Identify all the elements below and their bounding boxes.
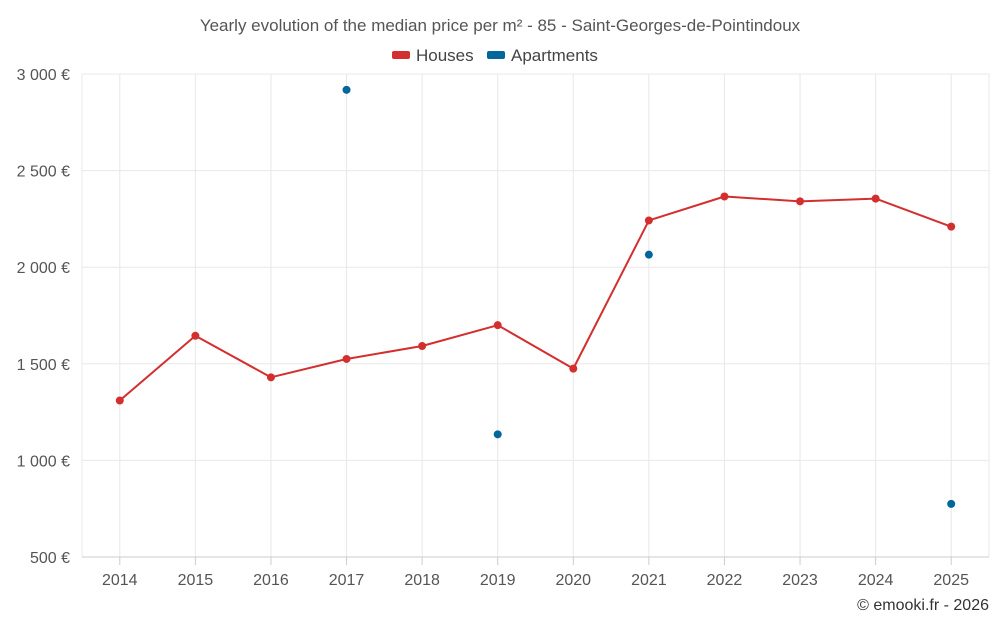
data-point-apartments[interactable] — [342, 85, 351, 94]
data-point-houses[interactable] — [493, 321, 502, 330]
credit-text: © emooki.fr - 2026 — [857, 597, 989, 614]
axes: 500 € 1 000 € 1 500 € 2 000 € 2 500 € 3 000 €… — [17, 67, 989, 589]
data-point-houses[interactable] — [342, 354, 351, 363]
legend-swatch-apartments — [487, 51, 505, 59]
y-tick-label: 500 € — [30, 550, 70, 567]
legend-swatch-houses — [392, 51, 410, 59]
x-tick-label: 2017 — [329, 572, 365, 589]
x-tick-label: 2016 — [253, 572, 289, 589]
data-point-houses[interactable] — [720, 192, 729, 201]
x-tick-label: 2019 — [480, 572, 516, 589]
x-tick-label: 2021 — [631, 572, 667, 589]
data-point-houses[interactable] — [266, 373, 275, 382]
series-apartments — [342, 85, 956, 508]
data-point-houses[interactable] — [644, 216, 653, 225]
x-tick-label: 2024 — [858, 572, 894, 589]
y-tick-label: 1 000 € — [17, 453, 70, 470]
data-point-houses[interactable] — [191, 331, 200, 340]
data-point-apartments[interactable] — [493, 430, 502, 439]
x-tick-label: 2025 — [933, 572, 969, 589]
legend-item-houses[interactable]: Houses — [392, 46, 474, 65]
data-point-houses[interactable] — [418, 342, 427, 351]
series — [115, 85, 956, 508]
legend-label-houses: Houses — [416, 46, 474, 65]
x-tick-label: 2023 — [782, 572, 818, 589]
data-point-houses[interactable] — [796, 197, 805, 206]
x-tick-label: 2018 — [404, 572, 440, 589]
data-point-apartments[interactable] — [644, 250, 653, 259]
legend: Houses Apartments — [392, 46, 598, 65]
y-tick-label: 1 500 € — [17, 357, 70, 374]
x-tick-label: 2022 — [707, 572, 743, 589]
chart-title: Yearly evolution of the median price per… — [200, 16, 801, 35]
data-point-apartments[interactable] — [947, 499, 956, 508]
y-tick-label: 3 000 € — [17, 67, 70, 84]
data-point-houses[interactable] — [569, 364, 578, 373]
series-houses — [115, 192, 956, 405]
data-point-houses[interactable] — [115, 396, 124, 405]
y-tick-label: 2 500 € — [17, 164, 70, 181]
x-tick-label: 2014 — [102, 572, 138, 589]
y-tick-label: 2 000 € — [17, 260, 70, 277]
data-point-houses[interactable] — [947, 222, 956, 231]
data-point-houses[interactable] — [871, 194, 880, 203]
grid — [81, 73, 990, 557]
x-tick-label: 2015 — [178, 572, 214, 589]
legend-item-apartments[interactable]: Apartments — [487, 46, 598, 65]
x-tick-label: 2020 — [555, 572, 591, 589]
legend-label-apartments: Apartments — [511, 46, 598, 65]
series-line-houses — [119, 195, 952, 402]
